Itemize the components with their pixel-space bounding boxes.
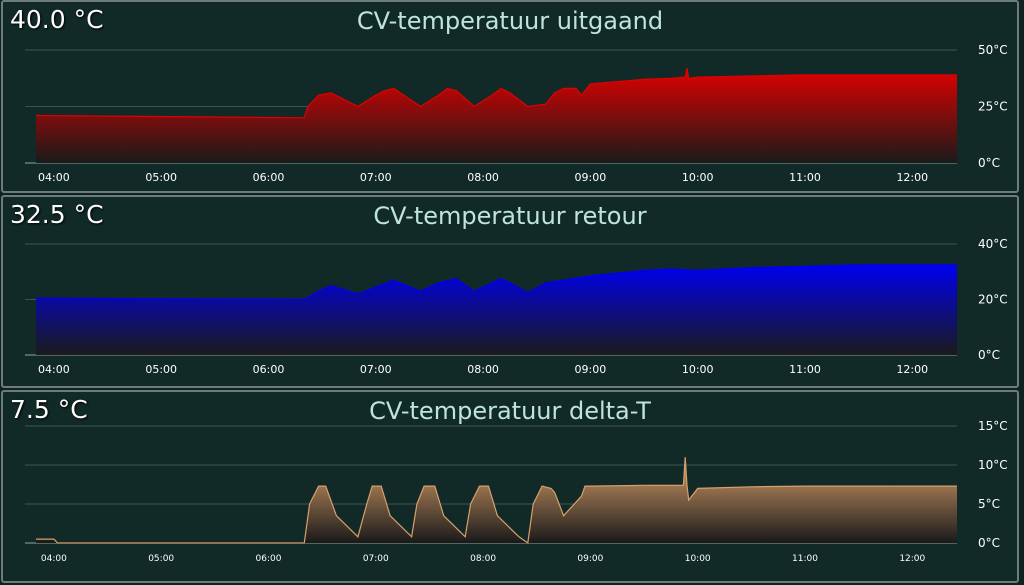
chart-retour: 0°C 20°C 40°C 04:00 05:00 06:00 07:00 08:00 09:0… [25,237,1008,376]
chart-panel-delta-t: 0°C 5°C 10°C 15°C 04:00 05:00 06:00 07:00 08:00 0… [1,390,1019,583]
y-tick-label: 0°C [978,536,1000,550]
x-tick-label: 06:00 [253,363,285,376]
current-value-uitgaand: 40.0 °C [10,5,104,34]
x-tick-label: 10:00 [682,363,714,376]
series-area [36,68,957,163]
y-tick-label: 40°C [978,237,1008,251]
x-tick-label: 07:00 [363,554,389,564]
current-value-delta-t: 7.5 °C [10,395,88,424]
x-tick-label: 12:00 [899,554,925,564]
x-tick-label: 12:00 [896,363,928,376]
x-tick-label: 11:00 [789,363,821,376]
y-tick-label: 50°C [978,43,1008,57]
x-tick-label: 04:00 [38,171,70,184]
x-tick-label: 11:00 [789,171,821,184]
chart-title-delta-t: CV-temperatuur delta-T [369,397,651,425]
x-tick-label: 07:00 [360,171,392,184]
chart-panel-retour: 0°C 20°C 40°C 04:00 05:00 06:00 07:00 08:00 09:0… [1,195,1019,388]
series-line [35,264,957,301]
x-tick-label: 09:00 [575,171,607,184]
x-tick-label: 09:00 [577,554,603,564]
y-tick-label: 10°C [978,458,1008,472]
y-tick-label: 15°C [978,419,1008,433]
x-tick-label: 10:00 [685,554,711,564]
series-line [36,457,957,545]
series-area [36,457,957,543]
x-tick-label: 07:00 [360,363,392,376]
y-tick-label: 0°C [978,348,1000,362]
chart-delta-t: 0°C 5°C 10°C 15°C 04:00 05:00 06:00 07:00 08:00 0… [25,419,1008,564]
x-tick-label: 08:00 [470,554,496,564]
chart-uitgaand: 0°C 25°C 50°C 04:00 05:00 06:00 07:00 08:00 09:0… [25,43,1008,184]
x-tick-label: 05:00 [145,171,177,184]
y-tick-label: 0°C [978,156,1000,170]
x-tick-label: 05:00 [148,554,174,564]
x-tick-label: 04:00 [38,363,70,376]
x-tick-label: 08:00 [467,171,499,184]
x-tick-label: 09:00 [575,363,607,376]
series-line [35,67,957,119]
x-tick-label: 10:00 [682,171,714,184]
x-tick-label: 06:00 [253,171,285,184]
chart-title-retour: CV-temperatuur retour [373,202,647,230]
series-area [36,264,957,355]
x-tick-label: 05:00 [145,363,177,376]
y-tick-label: 5°C [978,497,1000,511]
x-tick-label: 11:00 [792,554,818,564]
y-tick-label: 20°C [978,293,1008,307]
x-tick-label: 06:00 [256,554,282,564]
x-tick-label: 08:00 [467,363,499,376]
x-tick-label: 12:00 [896,171,928,184]
chart-panel-uitgaand: 0°C 25°C 50°C 04:00 05:00 06:00 07:00 08:00 09:0… [1,0,1019,193]
x-tick-label: 04:00 [41,554,67,564]
current-value-retour: 32.5 °C [10,200,104,229]
chart-title-uitgaand: CV-temperatuur uitgaand [356,7,664,35]
y-tick-label: 25°C [978,100,1008,114]
